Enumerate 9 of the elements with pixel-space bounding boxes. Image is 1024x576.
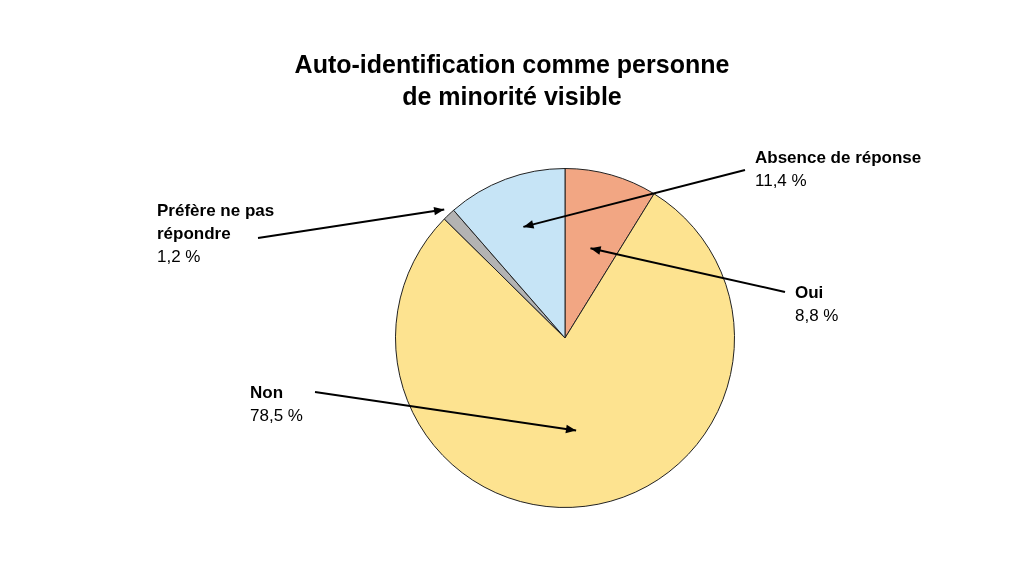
slice-label: Non <box>250 383 284 403</box>
slice-label: Oui <box>795 283 824 303</box>
data-label: 11,4 % <box>755 171 807 191</box>
data-label: 78,5 % <box>250 406 303 426</box>
data-label: 1,2 % <box>157 247 201 267</box>
data-label: 8,8 % <box>795 306 839 326</box>
slice-label: Préfère ne pas répondre <box>157 201 275 244</box>
chart-title: Auto-identification comme personne de minorité visible <box>293 49 731 112</box>
slice-label: Absence de réponse <box>755 148 922 168</box>
